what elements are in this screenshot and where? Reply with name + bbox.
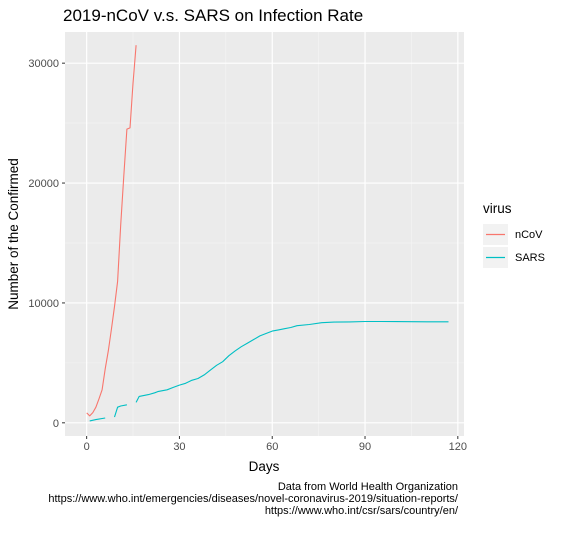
x-tick-label: 30 xyxy=(173,441,185,453)
chart-title: 2019-nCoV v.s. SARS on Infection Rate xyxy=(63,6,363,25)
series-line-ncov-segment-1 xyxy=(86,45,137,417)
series-line-sars-segment-1 xyxy=(89,417,106,422)
x-axis-title: Days xyxy=(249,459,280,474)
y-tick-label: 0 xyxy=(53,418,59,430)
caption-line-3: https://www.who.int/csr/sars/country/en/ xyxy=(265,505,459,517)
legend: virus nCoV SARS xyxy=(483,201,545,268)
y-tick-label: 30000 xyxy=(28,58,59,70)
series-line-sars-segment-3 xyxy=(135,320,449,403)
y-axis-title: Number of the Confirmed xyxy=(6,158,21,310)
legend-label-sars: SARS xyxy=(515,252,545,264)
x-axis-ticks: 0 30 60 90 120 xyxy=(84,436,467,453)
x-tick-label: 120 xyxy=(449,441,467,453)
series-layer xyxy=(86,45,449,422)
x-tick-label: 60 xyxy=(266,441,278,453)
minor-gridlines xyxy=(65,32,464,436)
y-tick-label: 10000 xyxy=(28,298,59,310)
x-tick-label: 90 xyxy=(359,441,371,453)
caption: Data from World Health Organization http… xyxy=(48,481,459,517)
caption-line-1: Data from World Health Organization xyxy=(278,481,458,493)
legend-title: virus xyxy=(483,201,512,216)
y-tick-label: 20000 xyxy=(28,178,59,190)
series-line-sars-segment-2 xyxy=(113,404,128,418)
x-tick-label: 0 xyxy=(84,441,90,453)
legend-label-ncov: nCoV xyxy=(515,229,543,241)
plot-panel xyxy=(65,32,464,436)
y-axis-ticks: 0 10000 20000 30000 xyxy=(28,58,65,430)
caption-line-2: https://www.who.int/emergencies/diseases… xyxy=(48,493,459,505)
major-gridlines xyxy=(65,32,464,436)
